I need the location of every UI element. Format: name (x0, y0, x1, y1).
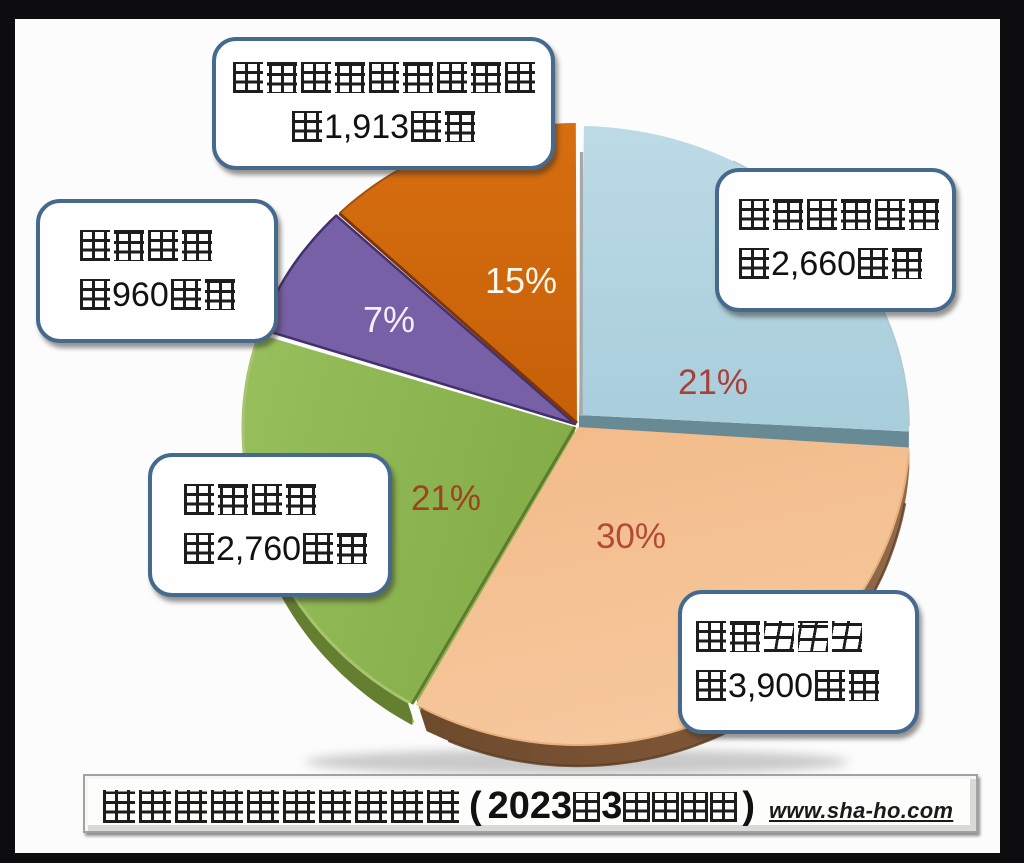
svg-text:21%: 21% (411, 479, 481, 518)
svg-text:21%: 21% (678, 363, 748, 402)
svg-text:30%: 30% (596, 517, 666, 556)
svg-text:7%: 7% (363, 299, 415, 340)
svg-text:15%: 15% (485, 260, 557, 301)
